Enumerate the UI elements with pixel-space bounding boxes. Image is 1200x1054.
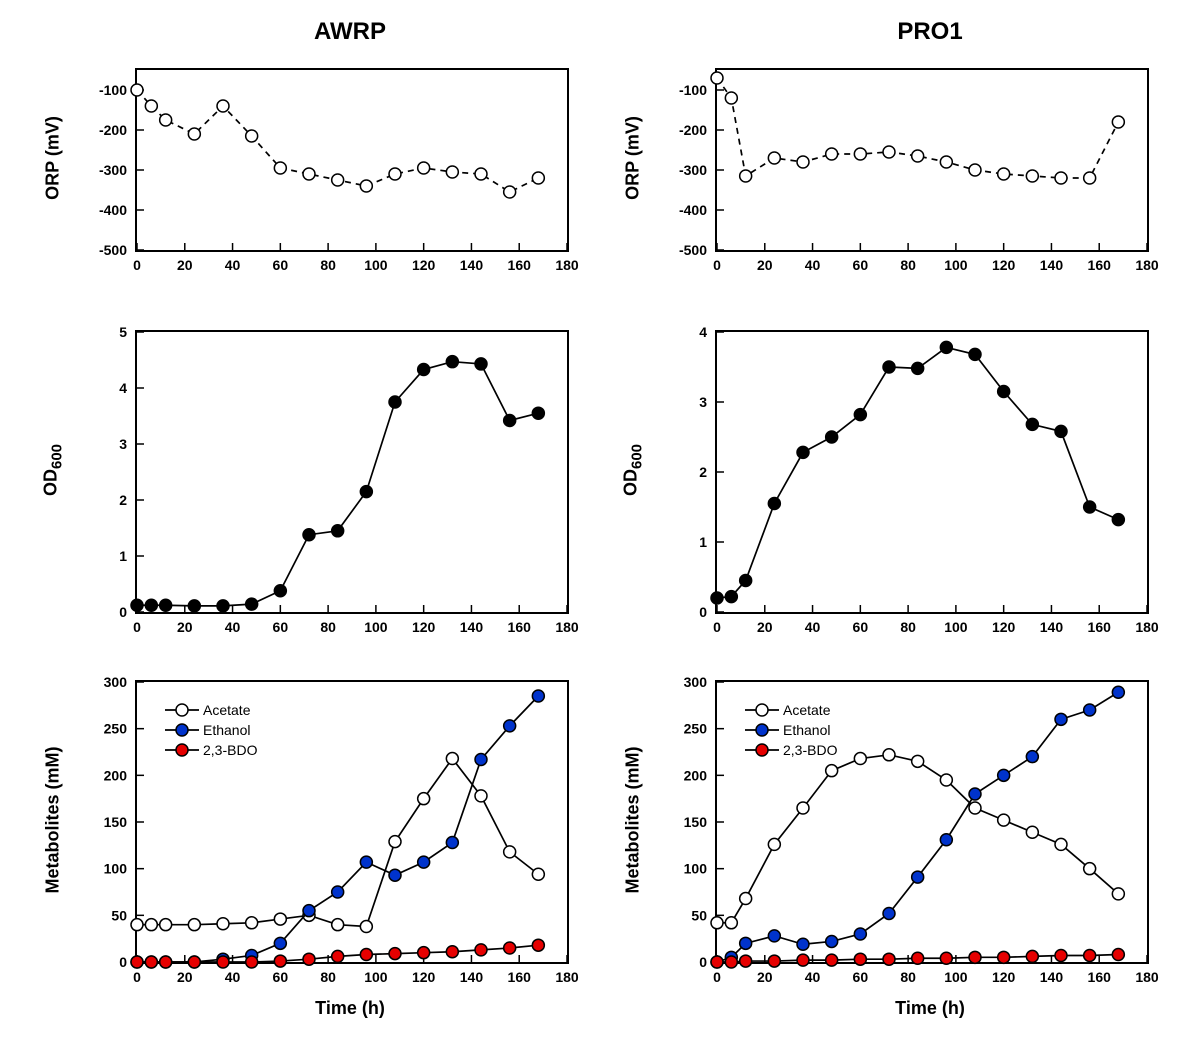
svg-text:200: 200 [684,767,708,783]
svg-text:-100: -100 [99,82,127,98]
chart-panel: 0204060801001201401601800501001502002503… [135,680,569,964]
svg-text:100: 100 [104,861,128,877]
svg-text:-400: -400 [679,202,707,218]
svg-text:2: 2 [119,492,127,508]
svg-text:140: 140 [1040,969,1064,985]
svg-text:1: 1 [119,548,127,564]
svg-text:250: 250 [684,721,708,737]
svg-text:160: 160 [508,969,532,985]
legend-label: 2,3-BDO [783,742,837,758]
svg-text:4: 4 [699,324,707,340]
svg-text:100: 100 [684,861,708,877]
legend-item: Acetate [745,700,837,720]
svg-text:50: 50 [691,907,707,923]
svg-text:0: 0 [699,954,707,970]
chart-panel: 020406080100120140160180012345 [135,330,569,614]
svg-text:20: 20 [177,969,193,985]
legend: Acetate Ethanol 2,3-BDO [165,700,257,760]
legend-label: Acetate [203,702,250,718]
legend-label: 2,3-BDO [203,742,257,758]
svg-text:150: 150 [104,814,128,830]
svg-text:60: 60 [853,969,869,985]
svg-text:40: 40 [225,969,241,985]
svg-text:300: 300 [104,674,128,690]
svg-text:140: 140 [460,969,484,985]
y-axis-label: ORP (mV) [43,116,64,200]
svg-text:1: 1 [699,534,707,550]
svg-text:100: 100 [364,969,388,985]
svg-text:60: 60 [273,969,289,985]
svg-text:150: 150 [684,814,708,830]
legend-item: Ethanol [165,720,257,740]
svg-text:-300: -300 [679,162,707,178]
svg-text:180: 180 [1135,969,1159,985]
svg-text:-200: -200 [99,122,127,138]
chart-panel: 020406080100120140160180-500-400-300-200… [715,68,1149,252]
svg-text:0: 0 [713,969,721,985]
y-axis-label: OD600 [621,444,646,496]
svg-text:5: 5 [119,324,127,340]
svg-text:80: 80 [320,969,336,985]
legend-item: Ethanol [745,720,837,740]
legend-item: Acetate [165,700,257,720]
svg-text:-100: -100 [679,82,707,98]
svg-text:120: 120 [412,969,436,985]
svg-text:180: 180 [555,969,579,985]
chart-panel: 020406080100120140160180-500-400-300-200… [135,68,569,252]
svg-text:50: 50 [111,907,127,923]
svg-text:300: 300 [684,674,708,690]
svg-text:80: 80 [900,969,916,985]
svg-text:3: 3 [699,394,707,410]
legend-label: Ethanol [783,722,830,738]
svg-text:-300: -300 [99,162,127,178]
legend-label: Acetate [783,702,830,718]
chart-panel: 02040608010012014016018001234 [715,330,1149,614]
legend-item: 2,3-BDO [745,740,837,760]
svg-text:4: 4 [119,380,127,396]
svg-text:3: 3 [119,436,127,452]
svg-text:20: 20 [757,969,773,985]
svg-text:40: 40 [805,969,821,985]
svg-text:2: 2 [699,464,707,480]
svg-text:100: 100 [944,969,968,985]
y-axis-label: Metabolites (mM) [43,746,64,893]
legend-item: 2,3-BDO [165,740,257,760]
y-axis-label: Metabolites (mM) [623,746,644,893]
legend: Acetate Ethanol 2,3-BDO [745,700,837,760]
svg-text:0: 0 [133,969,141,985]
svg-text:-500: -500 [99,242,127,258]
chart-panel: 0204060801001201401601800501001502002503… [715,680,1149,964]
svg-text:120: 120 [992,969,1016,985]
svg-text:-500: -500 [679,242,707,258]
svg-text:200: 200 [104,767,128,783]
svg-text:-200: -200 [679,122,707,138]
y-axis-label: OD600 [41,444,66,496]
x-axis-label: Time (h) [895,998,965,1019]
legend-label: Ethanol [203,722,250,738]
y-axis-label: ORP (mV) [623,116,644,200]
svg-text:160: 160 [1088,969,1112,985]
svg-text:-400: -400 [99,202,127,218]
svg-text:250: 250 [104,721,128,737]
x-axis-label: Time (h) [315,998,385,1019]
svg-text:0: 0 [119,954,127,970]
